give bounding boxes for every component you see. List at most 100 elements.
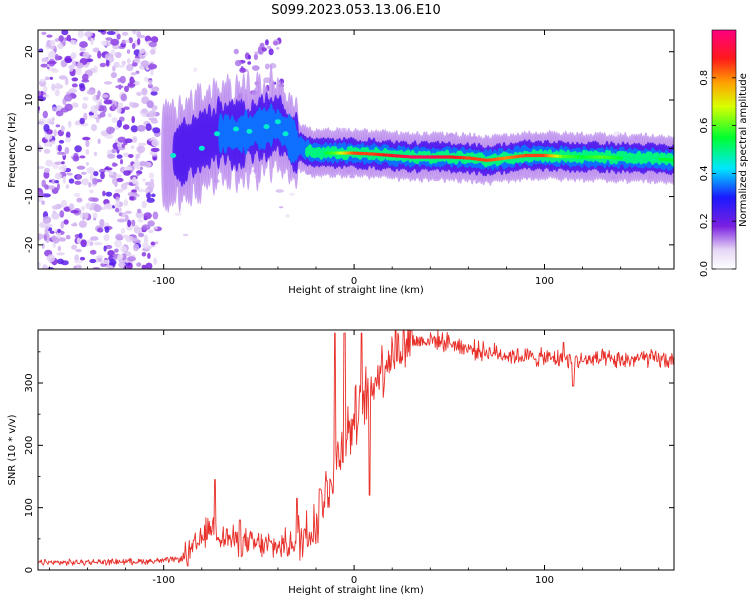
spectrogram-noise-blob <box>76 197 83 203</box>
snr-y-tick-label: 100 <box>24 498 35 517</box>
spectrogram-halo-blob <box>278 206 284 209</box>
colorbar-tick-label: 0.2 <box>699 213 710 229</box>
spectrogram-noise-blob <box>70 53 76 60</box>
spectrogram-noise-blob <box>94 105 100 110</box>
spectrogram-noise-blob <box>145 181 152 186</box>
spectrogram-noise-blob <box>61 30 69 36</box>
snr-marks <box>38 330 674 567</box>
spectrogram-noise-blob <box>43 85 48 93</box>
colorbar-tick-label: 0.6 <box>699 118 710 134</box>
spectrogram-noise-blob <box>148 79 153 86</box>
spectrogram-plume-blob <box>239 67 246 73</box>
snr-x-tick-label: 100 <box>535 575 554 586</box>
spectrogram-noise-blob <box>132 79 136 83</box>
spectrogram-plume-blob <box>233 48 239 55</box>
spectrogram-noise-blob <box>46 34 53 38</box>
spectrogram-noise-blob <box>44 167 50 173</box>
spectrogram-noise-blob <box>129 101 134 107</box>
spectrogram-noise-blob <box>49 230 56 234</box>
spectrogram-noise-blob <box>50 39 55 48</box>
spectrogram-noise-blob <box>61 61 67 68</box>
spectrogram-noise-blob <box>136 91 142 96</box>
spectrogram-noise-blob <box>53 129 57 137</box>
spectrogram-noise-blob <box>141 200 147 209</box>
spectrogram-noise-blob <box>45 159 53 167</box>
spectrogram-noise-blob <box>91 197 99 202</box>
spectrogram-noise-blob <box>85 202 92 210</box>
spectrogram-noise-blob <box>57 183 60 191</box>
spectrogram-noise-blob <box>51 83 56 92</box>
spectrogram-noise-blob <box>138 34 146 39</box>
snr-ticks: -100 0 100 0 100 200 300 <box>24 330 674 586</box>
spectrogram-y-tick-label: -20 <box>24 237 35 253</box>
spectrogram-halo-blob <box>275 189 284 193</box>
spectrogram-noise-blob <box>38 233 42 241</box>
spectrogram-noise-blob <box>114 188 124 193</box>
spectrogram-noise-blob <box>74 259 83 264</box>
spectrogram-noise-blob <box>152 211 159 220</box>
spectrogram-noise-blob <box>89 115 98 119</box>
spectrogram-noise-blob <box>42 264 48 269</box>
spectrogram-noise-blob <box>123 138 133 143</box>
snr-panel: -100 0 100 0 100 200 300 Height of straight li… <box>7 329 675 596</box>
colorbar-tick-label: 0.0 <box>699 261 710 277</box>
spectrogram-noise-blob <box>116 119 122 128</box>
spectrogram-noise-blob <box>52 106 57 111</box>
spectrogram-noise-blob <box>123 265 129 269</box>
spectrogram-noise-blob <box>139 48 146 54</box>
spectrogram-noise-blob <box>43 234 48 241</box>
spectrogram-noise-blob <box>121 60 126 66</box>
spectrogram-noise-blob <box>112 162 118 167</box>
spectrogram-noise-blob <box>124 210 132 214</box>
spectrogram-noise-blob <box>66 34 72 42</box>
spectrogram-noise-blob <box>70 39 75 46</box>
spectrogram-noise-blob <box>144 76 149 82</box>
spectrogram-noise-blob <box>140 60 150 68</box>
spectrogram-noise-blob <box>139 160 147 167</box>
spectrogram-y-tick-label: 20 <box>24 45 35 58</box>
spectrogram-noise-blob <box>98 168 106 174</box>
spectrogram-bright-blob <box>170 153 177 158</box>
spectrogram-noise-blob <box>90 241 94 246</box>
spectrogram-noise-blob <box>78 232 83 239</box>
spectrogram-noise-blob <box>79 84 86 92</box>
spectrogram-noise-blob <box>46 254 56 263</box>
spectrogram-x-tick-label: 0 <box>351 276 357 287</box>
spectrogram-noise-blob <box>92 95 97 102</box>
spectrogram-noise-blob <box>38 191 45 197</box>
colorbar-label: Normalized spectral amplitude <box>738 73 749 227</box>
spectrogram-noise-blob <box>41 243 45 249</box>
spectrogram-noise-blob <box>81 171 87 175</box>
spectrogram-noise-blob <box>119 159 124 165</box>
spectrogram-noise-blob <box>117 254 124 260</box>
spectrogram-noise-blob <box>131 62 138 67</box>
spectrogram-noise-blob <box>123 106 130 110</box>
spectrogram-noise-blob <box>144 187 150 194</box>
spectrogram-noise-blob <box>54 161 64 165</box>
spectrogram-noise-blob <box>80 212 84 219</box>
spectrogram-noise-blob <box>114 239 122 248</box>
spectrogram-noise-blob <box>55 124 61 128</box>
spectrogram-noise-blob <box>62 164 67 172</box>
spectrogram-plume-blob <box>266 45 272 49</box>
spectrogram-noise-blob <box>113 61 120 68</box>
spectrogram-plume-blob <box>234 59 242 67</box>
spectrogram-noise-blob <box>99 218 105 227</box>
spectrogram-noise-blob <box>120 245 128 253</box>
spectrogram-noise-blob <box>75 248 82 253</box>
spectrogram-noise-blob <box>71 83 78 88</box>
spectrogram-x-tick-label: 100 <box>535 276 554 287</box>
spectrogram-noise-blob <box>148 172 154 179</box>
spectrogram-noise-blob <box>137 38 141 46</box>
spectrogram-noise-blob <box>132 30 137 35</box>
spectrogram-noise-blob <box>129 195 135 201</box>
spectrogram-noise-blob <box>58 139 65 144</box>
spectrogram-noise-blob <box>123 152 130 157</box>
spectrogram-noise-blob <box>61 161 65 165</box>
spectrogram-noise-blob <box>68 65 74 72</box>
spectrogram-noise-blob <box>81 205 85 211</box>
spectrogram-halo-blob <box>285 214 290 218</box>
spectrogram-plume-blob <box>252 65 260 71</box>
spectrogram-noise-blob <box>142 178 146 182</box>
spectrogram-noise-blob <box>48 67 57 72</box>
